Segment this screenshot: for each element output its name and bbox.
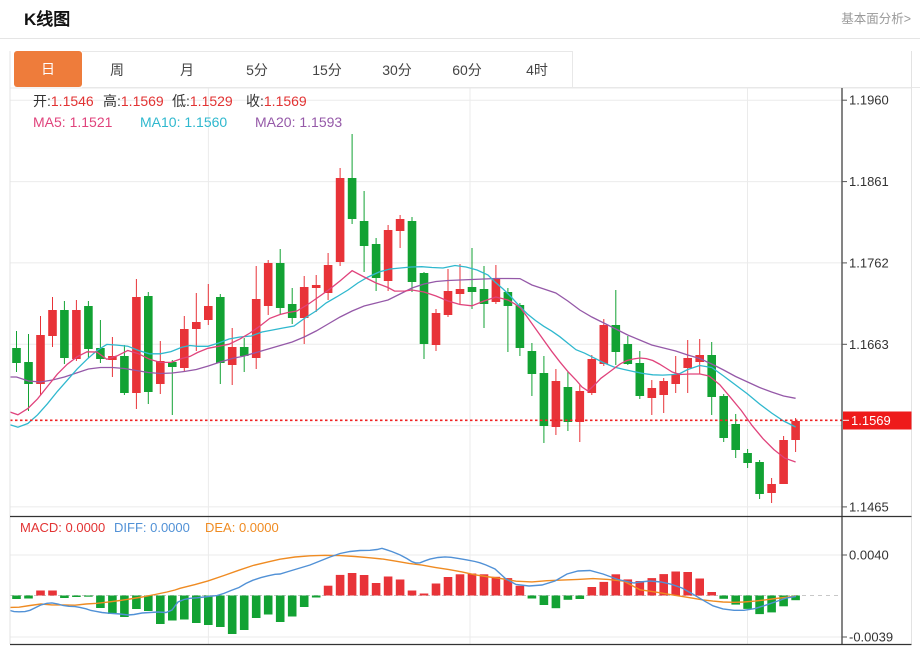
svg-text:收:1.1569: 收:1.1569 bbox=[246, 93, 307, 109]
svg-text:开:1.1546: 开:1.1546 bbox=[33, 93, 94, 109]
svg-text:1.1465: 1.1465 bbox=[849, 499, 889, 514]
svg-text:1.1663: 1.1663 bbox=[849, 337, 889, 352]
svg-text:1.1569: 1.1569 bbox=[851, 413, 891, 428]
svg-text:-0.0039: -0.0039 bbox=[849, 630, 893, 645]
svg-text:DEA: 0.0000: DEA: 0.0000 bbox=[205, 520, 279, 535]
svg-text:高:1.1569: 高:1.1569 bbox=[103, 93, 164, 109]
svg-text:MA5: 1.1521: MA5: 1.1521 bbox=[33, 114, 113, 130]
svg-text:1.1762: 1.1762 bbox=[849, 255, 889, 270]
svg-text:低:1.1529: 低:1.1529 bbox=[172, 93, 233, 109]
svg-text:DIFF: 0.0000: DIFF: 0.0000 bbox=[114, 520, 190, 535]
svg-text:MA20: 1.1593: MA20: 1.1593 bbox=[255, 114, 342, 130]
svg-text:MA10: 1.1560: MA10: 1.1560 bbox=[140, 114, 227, 130]
svg-text:1.1960: 1.1960 bbox=[849, 93, 889, 108]
svg-text:MACD: 0.0000: MACD: 0.0000 bbox=[20, 520, 105, 535]
svg-text:1.1861: 1.1861 bbox=[849, 174, 889, 189]
svg-text:0.0040: 0.0040 bbox=[849, 548, 889, 563]
